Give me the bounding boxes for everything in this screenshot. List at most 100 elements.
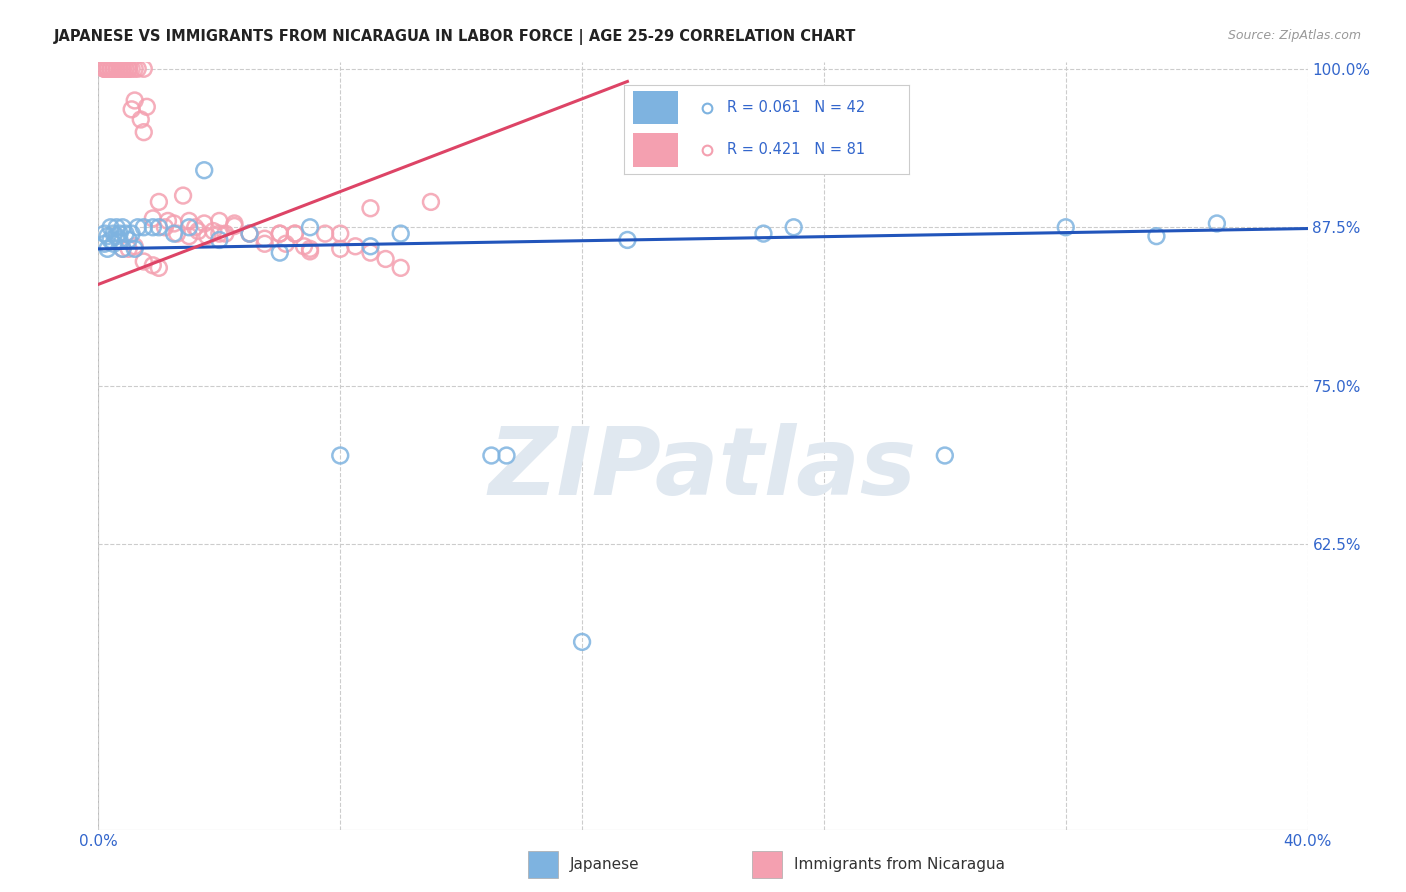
Point (284, 227, 307, 241)
Point (284, 227, 307, 241)
Point (108, 62, 131, 76)
Point (329, 449, 352, 463)
Point (269, 227, 291, 241)
Point (127, 62, 149, 76)
Point (132, 220, 155, 235)
Point (299, 244, 322, 259)
Point (124, 242, 146, 256)
Point (93, 227, 115, 241)
Point (156, 214, 179, 228)
Point (239, 227, 262, 241)
Point (105, 62, 128, 76)
Point (329, 227, 352, 241)
Point (253, 236, 276, 251)
Point (274, 236, 297, 251)
FancyBboxPatch shape (752, 851, 782, 878)
Point (389, 227, 412, 241)
Point (118, 62, 141, 76)
Point (103, 62, 125, 76)
Point (495, 449, 517, 463)
Point (132, 125, 155, 139)
Point (163, 217, 186, 231)
Point (344, 239, 367, 253)
Point (93, 62, 115, 76)
Point (239, 227, 262, 241)
Text: JAPANESE VS IMMIGRANTS FROM NICARAGUA IN LABOR FORCE | AGE 25-29 CORRELATION CHA: JAPANESE VS IMMIGRANTS FROM NICARAGUA IN… (53, 29, 856, 45)
Point (124, 62, 146, 76)
Text: Japanese: Japanese (569, 857, 640, 871)
Point (103, 236, 125, 251)
Point (292, 239, 315, 253)
Text: ZIPatlas: ZIPatlas (489, 423, 917, 515)
Point (179, 220, 201, 235)
Point (1144, 229, 1167, 244)
Point (571, 635, 593, 649)
Point (111, 242, 134, 256)
Point (103, 227, 125, 241)
Point (752, 227, 775, 241)
Text: Immigrants from Nicaragua: Immigrants from Nicaragua (794, 857, 1005, 871)
Point (166, 227, 188, 241)
Point (118, 62, 141, 76)
Point (103, 62, 125, 76)
Point (224, 219, 246, 233)
Point (132, 62, 155, 76)
Point (142, 258, 165, 272)
Point (153, 220, 176, 235)
Point (420, 194, 443, 209)
Point (132, 254, 155, 268)
Point (142, 220, 165, 235)
Point (184, 220, 207, 235)
Point (108, 233, 131, 247)
Point (253, 232, 276, 246)
Point (93, 236, 115, 251)
Point (100, 62, 122, 76)
Point (193, 163, 215, 178)
Point (108, 62, 131, 76)
Point (481, 449, 503, 463)
Point (121, 62, 143, 76)
Point (135, 100, 157, 114)
Point (187, 224, 209, 238)
Point (148, 260, 170, 275)
Point (111, 62, 134, 76)
Point (179, 229, 201, 244)
Point (103, 62, 125, 76)
Point (360, 201, 382, 215)
Point (108, 227, 131, 241)
FancyBboxPatch shape (529, 851, 558, 878)
Point (105, 62, 128, 76)
Point (129, 112, 152, 127)
Point (269, 227, 291, 241)
Point (124, 239, 146, 253)
Point (108, 62, 131, 76)
Point (93, 62, 115, 76)
Point (105, 62, 128, 76)
Point (111, 62, 134, 76)
Point (114, 227, 136, 241)
Point (214, 227, 236, 241)
Point (148, 220, 170, 235)
Point (111, 242, 134, 256)
Point (299, 220, 322, 235)
Point (105, 229, 128, 244)
Point (114, 62, 136, 76)
Point (224, 217, 246, 231)
Point (360, 239, 382, 253)
Point (208, 233, 231, 247)
Point (96, 242, 118, 256)
Point (100, 62, 122, 76)
Point (118, 242, 141, 256)
Point (100, 233, 122, 247)
Point (202, 224, 225, 238)
Point (314, 227, 336, 241)
Point (616, 233, 638, 247)
Point (96, 62, 118, 76)
Point (208, 214, 231, 228)
Point (193, 217, 215, 231)
Point (111, 220, 134, 235)
Point (111, 62, 134, 76)
Point (239, 227, 262, 241)
Point (124, 94, 146, 108)
Point (172, 188, 194, 202)
